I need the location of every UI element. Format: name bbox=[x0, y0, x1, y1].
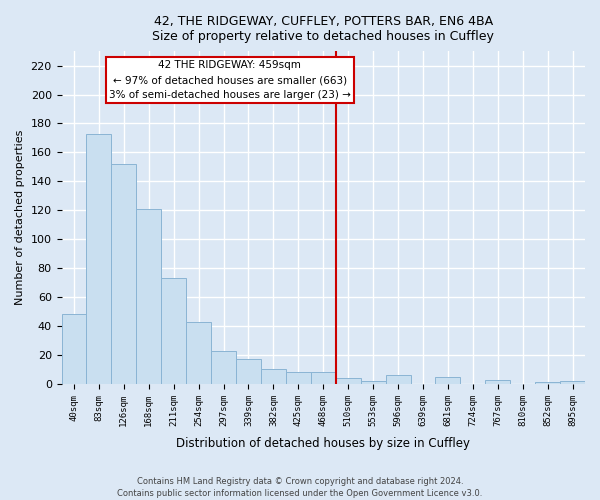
Text: Contains HM Land Registry data © Crown copyright and database right 2024.
Contai: Contains HM Land Registry data © Crown c… bbox=[118, 476, 482, 498]
Bar bbox=[386, 375, 410, 384]
Bar bbox=[211, 350, 236, 384]
Bar bbox=[136, 209, 161, 384]
Bar bbox=[311, 372, 336, 384]
Bar bbox=[560, 381, 585, 384]
Bar bbox=[361, 381, 386, 384]
Bar bbox=[86, 134, 112, 384]
Bar bbox=[535, 382, 560, 384]
Title: 42, THE RIDGEWAY, CUFFLEY, POTTERS BAR, EN6 4BA
Size of property relative to det: 42, THE RIDGEWAY, CUFFLEY, POTTERS BAR, … bbox=[152, 15, 494, 43]
Bar bbox=[161, 278, 186, 384]
Bar bbox=[62, 314, 86, 384]
X-axis label: Distribution of detached houses by size in Cuffley: Distribution of detached houses by size … bbox=[176, 437, 470, 450]
Bar bbox=[286, 372, 311, 384]
Bar bbox=[112, 164, 136, 384]
Y-axis label: Number of detached properties: Number of detached properties bbox=[15, 130, 25, 305]
Text: 42 THE RIDGEWAY: 459sqm
← 97% of detached houses are smaller (663)
3% of semi-de: 42 THE RIDGEWAY: 459sqm ← 97% of detache… bbox=[109, 60, 351, 100]
Bar bbox=[485, 380, 510, 384]
Bar bbox=[186, 322, 211, 384]
Bar bbox=[261, 370, 286, 384]
Bar bbox=[236, 360, 261, 384]
Bar bbox=[336, 378, 361, 384]
Bar bbox=[436, 376, 460, 384]
